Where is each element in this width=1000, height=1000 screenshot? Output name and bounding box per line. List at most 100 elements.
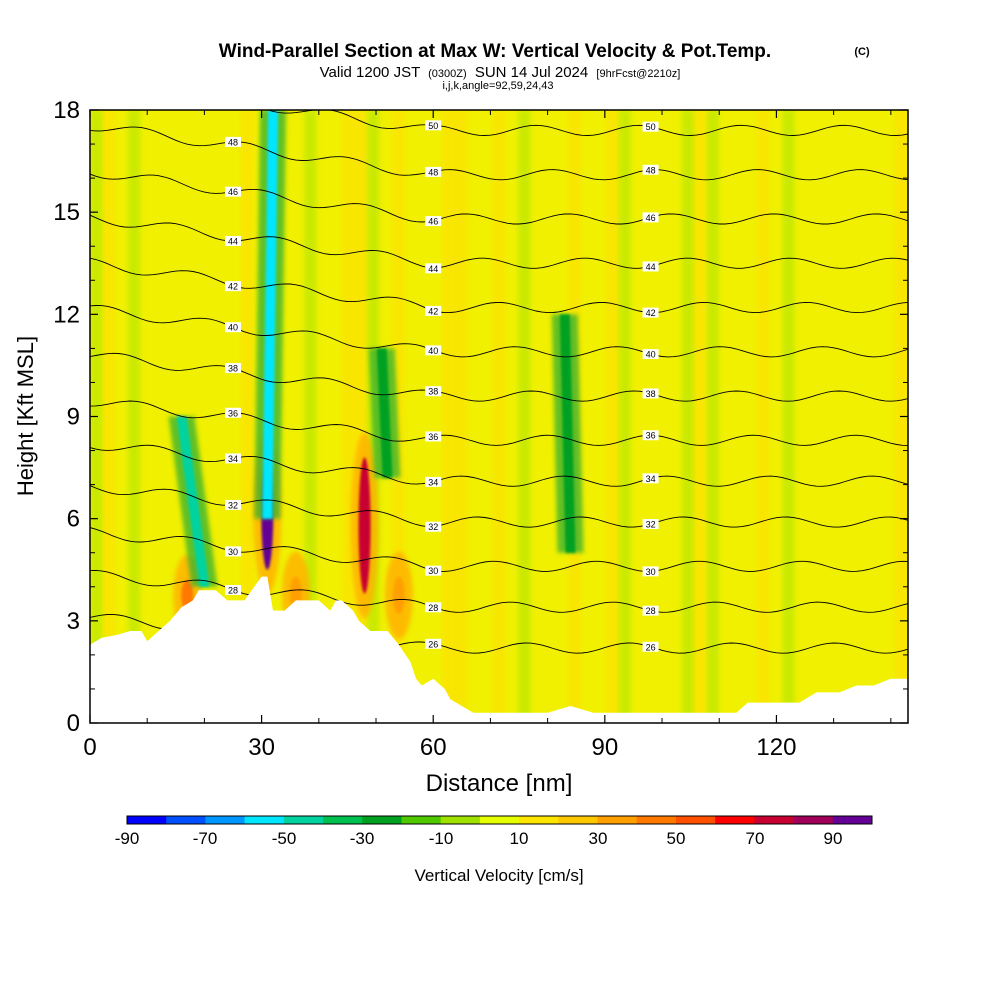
isentrope-label-bg [642, 388, 659, 399]
field-column [656, 110, 670, 723]
grid-indices-label: i,j,k,angle=92,59,24,43 [442, 80, 553, 92]
field-column [467, 110, 482, 723]
isentrope-label: 32 [646, 520, 656, 530]
field-column [127, 110, 142, 723]
isentrope-label-bg [225, 91, 241, 101]
field-column [417, 110, 431, 723]
valid-utc-label: (0300Z) [428, 68, 467, 80]
field-column [341, 110, 356, 723]
field-column [329, 110, 343, 723]
colorbar-swatch [754, 816, 795, 824]
colorbar-swatch [636, 816, 677, 824]
downdraft-core [176, 416, 210, 587]
field-column [631, 110, 645, 723]
colorbar-swatch [597, 816, 638, 824]
updraft-core [392, 576, 405, 615]
field-column [429, 110, 444, 723]
field-column [140, 110, 154, 723]
isentrope-label: 40 [428, 346, 438, 356]
colorbar-swatch [401, 816, 442, 824]
isentrope-label: 40 [228, 323, 238, 333]
field-column [782, 110, 796, 723]
isentrope-label: 34 [428, 477, 438, 487]
field-column [505, 110, 519, 723]
colorbar-swatch [558, 816, 599, 824]
field-column [215, 110, 230, 723]
downdraft-core [559, 314, 576, 553]
x-tick-label: 30 [248, 734, 275, 761]
colorbar-swatch [793, 816, 834, 824]
isentrope-label: 38 [646, 389, 656, 399]
isentrope-label-bg [425, 521, 442, 532]
isentrope-label-bg [642, 307, 659, 318]
isentrope-label: 36 [428, 432, 438, 442]
colorbar-tick-label: 70 [746, 829, 765, 848]
isentrope-label-bg [642, 430, 659, 441]
isentrope-label: 44 [428, 264, 438, 274]
field-column [316, 110, 331, 723]
x-tick-label: 90 [591, 734, 618, 761]
isentrope-label: 46 [646, 213, 656, 223]
updraft-core [358, 457, 371, 594]
isentrope-label: 42 [228, 282, 238, 292]
isentrope-label-bg [425, 263, 442, 274]
x-tick-label: 60 [420, 734, 447, 761]
field-column [668, 110, 683, 723]
isentrope-label-bg [425, 638, 442, 649]
isentrope-label-bg [225, 407, 242, 418]
field-column [643, 110, 658, 723]
colorbar-swatch [283, 816, 324, 824]
colorbar-tick-label: -70 [193, 829, 218, 848]
field-column [618, 110, 633, 723]
isentrope-label: 44 [228, 236, 238, 246]
isentrope-label: 34 [228, 454, 238, 464]
chart-subtitle: Valid 1200 JST (0300Z) SUN 14 Jul 2024 [… [320, 64, 681, 81]
field-column [694, 110, 708, 723]
field-column [882, 110, 897, 723]
isentrope-label: 40 [646, 350, 656, 360]
isentrope-label-bg [642, 121, 659, 132]
isentrope-label-bg [642, 261, 659, 272]
isentrope-label-bg [642, 641, 659, 652]
y-axis-label: Height [Kft MSL] [13, 336, 38, 496]
isentrope-label-bg [425, 345, 442, 356]
isentrope-label: 30 [646, 567, 656, 577]
isentrope-label-bg [425, 216, 442, 227]
isentrope-label: 28 [428, 603, 438, 613]
isentrope-label: 50 [428, 121, 438, 131]
field-column [605, 110, 620, 723]
chart-title: Wind-Parallel Section at Max W: Vertical… [219, 41, 771, 62]
isentrope-label-bg [642, 519, 659, 530]
valid-date-label: SUN 14 Jul 2024 [475, 64, 588, 81]
y-tick-label: 18 [53, 97, 80, 124]
isentrope-label-bg [225, 546, 242, 557]
isentrope-label: 32 [228, 500, 238, 510]
isentrope-label-bg [642, 605, 659, 616]
isentrope-label-bg [225, 322, 242, 333]
field-column [756, 110, 771, 723]
y-tick-label: 15 [53, 199, 80, 226]
forecast-label: [9hrFcst@2210z] [596, 68, 680, 80]
field-column [530, 110, 545, 723]
colorbar-swatch [244, 816, 285, 824]
y-tick-label: 0 [67, 710, 80, 737]
isentrope-label: 38 [228, 364, 238, 374]
colorbar-tick-label: -30 [350, 829, 375, 848]
isentrope-label-bg [225, 235, 242, 246]
isentrope-label-bg [425, 476, 442, 487]
isentrope-label: 48 [428, 167, 438, 177]
colorbar-frame [126, 815, 873, 825]
isentrope-label-bg [425, 565, 442, 576]
isentrope-label-bg [425, 386, 442, 397]
isentrope-label-bg [425, 120, 442, 131]
colorbar-swatch [715, 816, 755, 824]
field-column [593, 110, 607, 723]
y-tick-label: 9 [67, 404, 80, 431]
colorbar-swatch [362, 816, 402, 824]
field-column [454, 110, 469, 723]
colorbar-tick-label: 50 [667, 829, 686, 848]
isentrope-label-bg [225, 499, 242, 510]
x-tick-label: 120 [756, 734, 796, 761]
field-column [744, 110, 758, 723]
